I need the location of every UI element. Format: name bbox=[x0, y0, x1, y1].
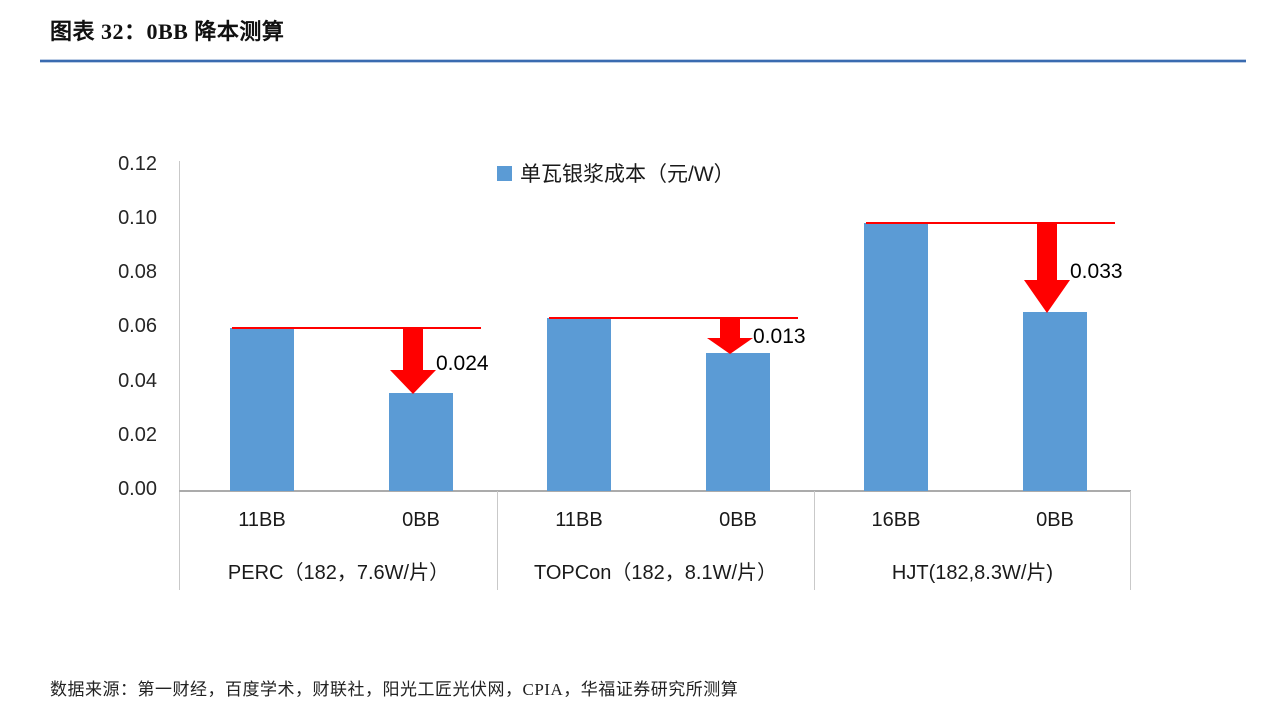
bar-0BB bbox=[1023, 312, 1087, 491]
x-axis-line bbox=[179, 490, 1131, 492]
reduction-arrow-icon bbox=[720, 318, 740, 338]
reduction-reference-line bbox=[866, 221, 1115, 224]
y-axis-tick-label: 0.04 bbox=[118, 369, 157, 392]
legend-swatch-icon bbox=[497, 165, 512, 181]
reduction-arrow-icon bbox=[707, 337, 753, 354]
category-label: 11BB bbox=[238, 509, 286, 531]
reduction-arrow-icon bbox=[1024, 280, 1070, 314]
y-axis-line bbox=[179, 161, 180, 590]
reduction-reference-line bbox=[549, 316, 798, 319]
reduction-arrow-icon bbox=[390, 370, 436, 395]
reduction-arrow-icon bbox=[403, 329, 423, 371]
group-label: HJT(182,8.3W/片) bbox=[891, 562, 1054, 584]
y-axis-tick-label: 0.10 bbox=[118, 207, 157, 229]
category-label: 16BB bbox=[871, 509, 921, 531]
group-label: PERC（182，7.6W/片） bbox=[227, 562, 450, 584]
bar-0BB bbox=[706, 352, 770, 491]
y-axis-tick-label: 0.00 bbox=[118, 478, 157, 500]
reduction-reference-line bbox=[232, 327, 481, 330]
bar-11BB bbox=[230, 328, 294, 491]
reduction-arrow-icon bbox=[1037, 223, 1057, 281]
bar-11BB bbox=[547, 317, 611, 491]
legend-label: 单瓦银浆成本（元/W） bbox=[520, 163, 735, 186]
reduction-value-label: 0.013 bbox=[753, 324, 806, 348]
category-label: 0BB bbox=[719, 509, 757, 531]
category-box-right-border bbox=[1130, 491, 1131, 590]
reduction-value-label: 0.033 bbox=[1070, 259, 1123, 283]
y-axis-tick-label: 0.08 bbox=[118, 261, 157, 284]
category-group-separator bbox=[497, 491, 498, 590]
y-axis-tick-label: 0.12 bbox=[118, 152, 157, 175]
data-source-note: 数据来源：第一财经，百度学术，财联社，阳光工匠光伏网，CPIA，华福证券研究所测… bbox=[50, 680, 739, 699]
group-label: TOPCon（182，8.1W/片） bbox=[533, 562, 778, 584]
category-label: 11BB bbox=[555, 509, 603, 531]
chart-legend: 单瓦银浆成本（元/W） bbox=[497, 158, 735, 188]
chart-title: 图表 32：0BB 降本测算 bbox=[50, 19, 285, 44]
bar-16BB bbox=[864, 222, 928, 491]
title-divider bbox=[40, 60, 1246, 62]
y-axis-tick-label: 0.02 bbox=[118, 423, 157, 446]
category-label: 0BB bbox=[402, 509, 440, 531]
category-group-separator bbox=[814, 491, 815, 590]
category-label: 0BB bbox=[1036, 509, 1074, 531]
y-axis-tick-label: 0.06 bbox=[118, 315, 157, 338]
bar-0BB bbox=[389, 393, 453, 491]
reduction-value-label: 0.024 bbox=[436, 352, 489, 376]
